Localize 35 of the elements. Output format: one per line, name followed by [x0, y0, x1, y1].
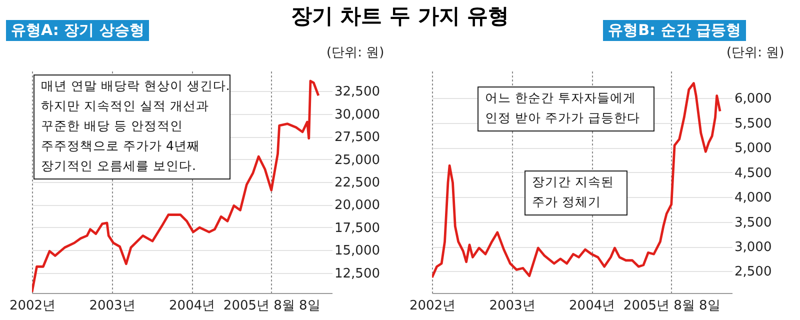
line-series — [432, 82, 722, 279]
y-tick-label: 3,000 — [734, 240, 772, 256]
annotation: 매년 연말 배당락 현상이 생긴다. 하지만 지속적인 실적 개선과 꾸준한 배당 등 안정적인 주주정책으로 주가가 4년째 장기적인 오름세를 보인다. — [41, 78, 230, 173]
x-tick-label: 2002년 — [9, 298, 56, 314]
annotation: 어느 한순간 투자자들에게 인정 받아 주가가 급등한다 — [485, 90, 640, 125]
chart-subtitle: 유형B: 순간 급등형 — [603, 20, 746, 41]
y-tick-label: 15,000 — [334, 244, 380, 259]
y-tick-label: 5,000 — [734, 141, 772, 156]
y-tick-label: 5,500 — [734, 116, 772, 132]
y-axis-title: (단위: 원) — [726, 46, 784, 60]
y-tick-label: 32,500 — [334, 84, 380, 100]
x-tick-label: 2003년 — [489, 298, 536, 314]
x-tick-label: 2004년 — [169, 298, 216, 314]
y-tick-label: 4,500 — [734, 166, 772, 181]
line-series — [32, 80, 320, 293]
y-tick-label: 25,000 — [334, 152, 380, 168]
y-tick-label: 2,500 — [734, 264, 772, 280]
y-tick-label: 3,500 — [734, 215, 772, 230]
y-tick-label: 17,500 — [334, 220, 380, 236]
text: 장기 차트 두 가지 유형 — [290, 4, 510, 28]
x-tick-label: 2003년 — [89, 298, 136, 314]
y-tick-label: 4,000 — [734, 190, 772, 206]
x-tick-label: 2004년 — [569, 298, 616, 314]
x-tick-label: 2002년 — [409, 298, 456, 314]
x-tick-label: 2005년 8월 8일 — [223, 298, 320, 314]
chart-subtitle: 유형A: 장기 상승형 — [6, 20, 150, 41]
y-tick-label: 30,000 — [334, 107, 380, 122]
y-axis-title: (단위: 원) — [326, 46, 384, 60]
y-tick-label: 6,000 — [734, 92, 772, 107]
y-tick-label: 20,000 — [334, 198, 380, 214]
y-tick-label: 12,500 — [334, 266, 380, 282]
annotation: 장기간 지속된 주가 정체기 — [532, 174, 614, 209]
y-tick-label: 22,500 — [334, 176, 380, 190]
y-tick-label: 27,500 — [334, 130, 380, 146]
x-tick-label: 2005년 8월 8일 — [623, 298, 720, 314]
